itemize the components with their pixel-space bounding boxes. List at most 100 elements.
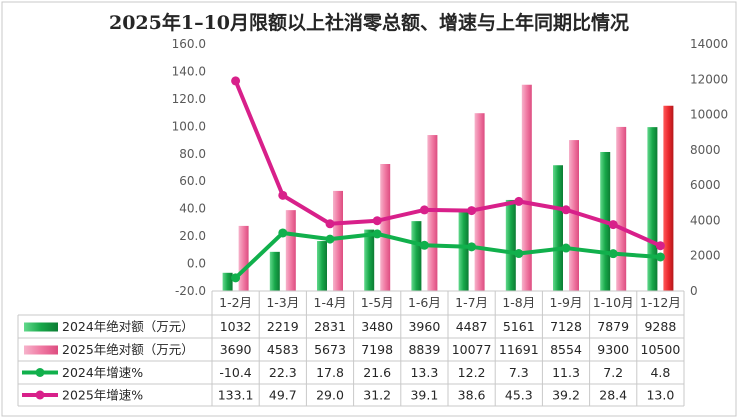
left-axis-tick-label: 80.0 xyxy=(179,147,206,161)
table-cell-value: 28.4 xyxy=(599,388,627,403)
table-cell-value: 39.1 xyxy=(410,388,438,403)
line-2025-growth xyxy=(233,78,663,248)
left-axis-tick-label: 40.0 xyxy=(179,202,206,216)
category-label: 1-2月 xyxy=(219,295,252,310)
point-2024-growth xyxy=(467,242,477,252)
point-2025-growth xyxy=(608,220,618,230)
table-cell-value: 5673 xyxy=(314,342,346,357)
point-2024-growth xyxy=(419,240,429,250)
table-cell-value: 9300 xyxy=(597,342,629,357)
table-cell-value: 21.6 xyxy=(363,365,391,380)
table-cell-value: 4.8 xyxy=(650,365,670,380)
table-cell-value: 7198 xyxy=(361,342,393,357)
chart-title: 2025年1–10月限额以上社消零总额、增速与上年同期比情况 xyxy=(109,11,629,34)
table-cell-value: 22.3 xyxy=(269,365,297,380)
table-cell-value: 49.7 xyxy=(269,388,297,403)
table-cell-value: 7879 xyxy=(597,319,629,334)
bar-2024 xyxy=(317,241,327,291)
table-cell-value: 4487 xyxy=(456,319,488,334)
point-2024-growth xyxy=(608,249,618,259)
legend-label: 2025年绝对额（万元） xyxy=(62,342,194,357)
right-axis-tick-label: 6000 xyxy=(690,178,721,192)
bar-2024 xyxy=(505,199,516,291)
table-cell-value: 38.6 xyxy=(458,388,486,403)
legend-key-2025-marker xyxy=(35,390,45,400)
table-cell-value: 3690 xyxy=(220,342,252,357)
table-cell-value: 1032 xyxy=(220,319,252,334)
legend-key-2025-bar xyxy=(24,345,58,355)
table-cell-value: 7.2 xyxy=(603,365,623,380)
table-cell-value: 39.2 xyxy=(552,388,580,403)
left-axis: -20.0 0.0 20.0 40.0 60.0 80.0 100.0 120.0 140.0 1… xyxy=(172,37,206,298)
table-cell-value: 11691 xyxy=(499,342,539,357)
table-cell-value: 45.3 xyxy=(505,388,533,403)
category-label: 1-6月 xyxy=(408,295,441,310)
legend-key-2024-marker xyxy=(35,368,45,377)
bar-2025 xyxy=(238,225,249,291)
category-label: 1-10月 xyxy=(593,295,634,310)
point-2025-growth xyxy=(467,206,477,216)
table-cell-value: -10.4 xyxy=(219,365,251,380)
point-2024-growth xyxy=(514,249,524,259)
table-cell-value: 17.8 xyxy=(316,365,344,380)
right-axis-tick-label: 14000 xyxy=(690,37,728,51)
point-2025-growth xyxy=(514,196,524,206)
left-axis-tick-label: -20.0 xyxy=(175,284,206,298)
bar-2024 xyxy=(222,272,233,291)
point-2025-growth xyxy=(231,76,241,86)
point-2024-growth xyxy=(231,273,241,283)
category-label: 1-4月 xyxy=(314,295,347,310)
bar-2025 xyxy=(663,105,674,291)
point-2025-growth xyxy=(419,205,429,215)
point-2025-growth xyxy=(561,205,571,215)
table-cell-value: 3960 xyxy=(408,319,440,334)
table-cell-value: 13.3 xyxy=(410,365,438,380)
category-label: 1-7月 xyxy=(455,295,488,310)
left-axis-tick-label: 20.0 xyxy=(179,229,206,243)
table-cell-value: 5161 xyxy=(503,319,535,334)
table-cell-value: 10500 xyxy=(641,342,681,357)
legend-label: 2024年增速% xyxy=(62,365,143,380)
line-2024-growth xyxy=(233,230,663,280)
table-cell-value: 2219 xyxy=(267,319,299,334)
table-cell-value: 12.2 xyxy=(458,365,486,380)
left-axis-tick-label: 0.0 xyxy=(187,257,206,271)
category-label: 1-3月 xyxy=(266,295,299,310)
category-label: 1-8月 xyxy=(502,295,535,310)
bar-2024 xyxy=(269,251,280,291)
table-cell-value: 4583 xyxy=(267,342,299,357)
table-cell-value: 7.3 xyxy=(509,365,529,380)
table-cell-value: 11.3 xyxy=(552,365,580,380)
table-cell-value: 3480 xyxy=(361,319,393,334)
bar-2025 xyxy=(333,190,343,291)
bar-2025 xyxy=(569,140,579,291)
bar-2024 xyxy=(364,229,375,291)
right-axis-tick-label: 4000 xyxy=(690,213,721,227)
right-axis: 0 2000 4000 6000 8000 10000 12000 14000 xyxy=(690,37,728,298)
category-label: 1-12月 xyxy=(640,295,681,310)
point-2025-growth xyxy=(372,216,382,226)
point-2024-growth xyxy=(325,234,335,244)
bar-2025 xyxy=(380,164,391,291)
table-cell-value: 133.1 xyxy=(218,388,254,403)
table-cell-value: 29.0 xyxy=(316,388,344,403)
point-2025-growth xyxy=(325,219,335,229)
legend-label: 2025年增速% xyxy=(62,388,143,403)
left-axis-tick-label: 120.0 xyxy=(172,92,206,106)
category-label: 1-9月 xyxy=(550,295,583,310)
legend-label: 2024年绝对额（万元） xyxy=(62,319,194,334)
left-axis-tick-label: 140.0 xyxy=(172,64,206,78)
bar-2024 xyxy=(458,211,469,291)
table-cell-value: 7128 xyxy=(550,319,582,334)
bar-2025 xyxy=(285,210,296,291)
right-axis-tick-label: 12000 xyxy=(690,72,728,86)
table-cell-value: 10077 xyxy=(452,342,492,357)
point-2024-growth xyxy=(655,252,665,262)
right-axis-tick-label: 0 xyxy=(690,284,698,298)
bar-2024 xyxy=(647,127,658,291)
table-cell-value: 8554 xyxy=(550,342,582,357)
bar-2025 xyxy=(427,135,438,291)
bar-series xyxy=(222,84,674,292)
table-cell-value: 9288 xyxy=(644,319,676,334)
